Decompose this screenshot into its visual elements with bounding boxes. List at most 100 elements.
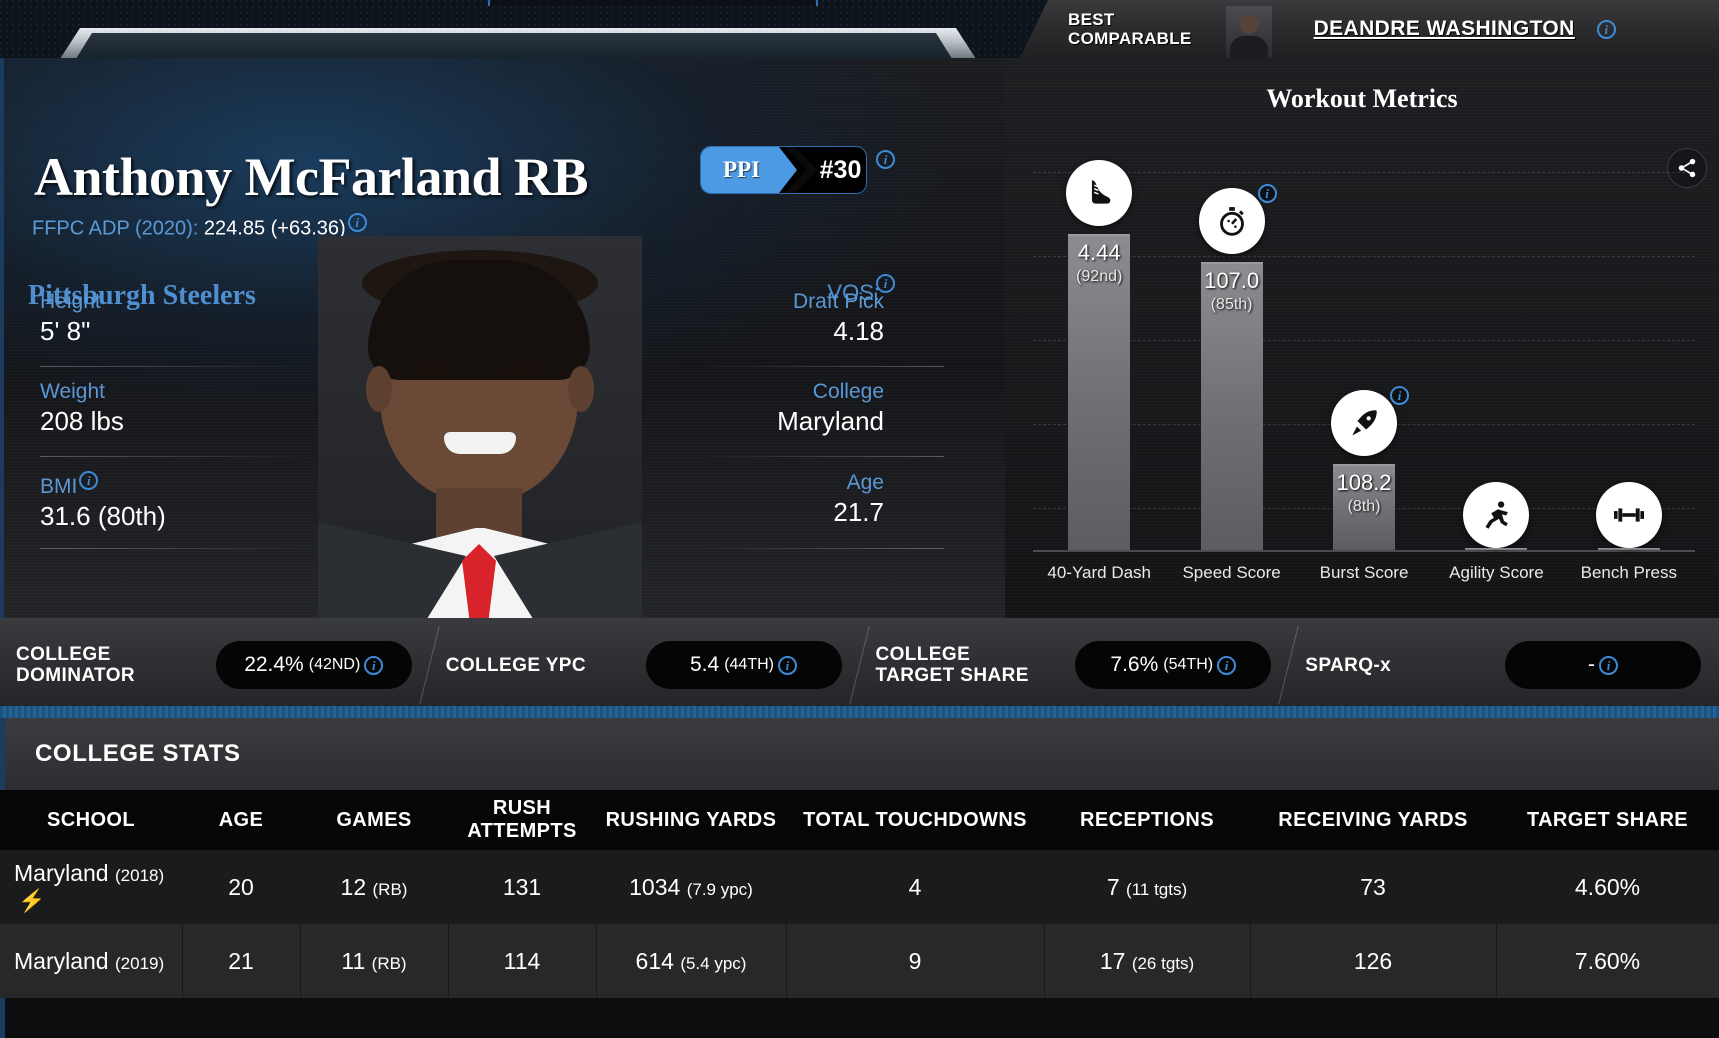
stat-label: Draft Pick [792, 290, 884, 313]
stat-label: Weight [40, 380, 105, 403]
cell-rush-attempts: 131 [448, 850, 597, 924]
bar-value: 4.44 [1077, 240, 1121, 265]
ppi-badge[interactable]: PPI #30 [701, 147, 866, 193]
stat-label: College [812, 380, 884, 403]
bar-column-40-yard-dash[interactable]: 4.44 (92nd) [1033, 150, 1165, 550]
col-total-touchdowns[interactable]: TOTAL TOUCHDOWNS [786, 790, 1044, 850]
col-target-share[interactable]: TARGET SHARE [1496, 790, 1719, 850]
metric-rank: (54TH) [1163, 656, 1214, 673]
info-icon[interactable]: i [1257, 184, 1277, 203]
blue-divider [0, 706, 1719, 718]
ppi-label-area: PPI [701, 147, 797, 193]
info-icon[interactable]: i [1599, 655, 1618, 675]
player-card: Anthony McFarland RB FFPC ADP (2020): 22… [0, 58, 1719, 618]
bar-column-speed-score[interactable]: i 107.0 (85th) [1165, 150, 1297, 550]
workout-metrics-chart: 4.44 (92nd) [1033, 150, 1695, 552]
info-icon[interactable]: i [777, 655, 797, 675]
stat-value: 4.18 [833, 316, 884, 346]
col-school[interactable]: SCHOOL [0, 790, 182, 850]
adp-label: FFPC ADP (2020): [32, 217, 199, 240]
comparable-player-link[interactable]: DEANDRE WASHINGTON [1313, 17, 1575, 40]
stat-label: BMI i [40, 471, 340, 499]
stat-weight: Weight 208 lbs [40, 380, 340, 437]
cell-games: 12 (RB) [300, 850, 449, 924]
metric-value: 7.6% [1110, 653, 1159, 676]
team-name[interactable]: Pittsburgh Steelers [28, 280, 256, 311]
barbell-icon [1595, 482, 1662, 548]
stat-label: Age [846, 471, 884, 494]
workout-metrics-pane: Workout Metrics [1005, 58, 1719, 618]
share-icon [1678, 158, 1696, 178]
col-age[interactable]: AGE [182, 790, 300, 850]
college-stats-table: SCHOOL AGE GAMES RUSH ATTEMPTS RUSHING Y… [0, 790, 1719, 998]
stat-bmi: BMI i 31.6 (80th) [40, 471, 340, 532]
metric-college-ypc[interactable]: COLLEGE YPC 5.4 (44TH) i [430, 618, 870, 712]
info-icon[interactable]: i [364, 655, 384, 675]
player-attributes: Height 5' 8" Draft Pick 4.18 Weight 208 … [4, 58, 1005, 618]
col-rush-attempts[interactable]: RUSH ATTEMPTS [448, 790, 596, 850]
col-receptions[interactable]: RECEPTIONS [1044, 790, 1250, 850]
card-bevel-inner [74, 33, 954, 62]
bar-value: 108.2 [1336, 470, 1392, 495]
bar-percentile: (8th) [1347, 498, 1381, 515]
x-label-speed-score: Speed Score [1182, 563, 1281, 582]
stat-label: Height [40, 290, 101, 313]
blue-tab-handle[interactable] [488, 0, 818, 6]
cell-receiving-yards: 126 [1250, 924, 1497, 998]
shoe-icon [1066, 160, 1133, 226]
info-icon[interactable]: i [79, 471, 99, 490]
rocket-icon: i [1331, 386, 1410, 456]
col-rushing-yards[interactable]: RUSHING YARDS [596, 790, 786, 850]
bar-column-bench-press[interactable] [1563, 150, 1695, 550]
cell-receiving-yards: 73 [1250, 850, 1497, 924]
stat-value: 5' 8" [40, 316, 91, 346]
cell-school: Maryland (2019) [0, 924, 183, 998]
bar-column-agility-score[interactable] [1430, 150, 1562, 550]
cell-games: 11 (RB) [300, 924, 449, 998]
stat-age: Age 21.7 [584, 471, 884, 528]
ppi-label: PPI [723, 157, 761, 182]
stat-value: 208 lbs [40, 406, 124, 436]
metric-sparq-x[interactable]: SPARQ-x - i [1289, 618, 1719, 712]
page-title: Anthony McFarland RB [34, 147, 589, 207]
ppi-rank-area: #30 [797, 156, 866, 185]
metric-value: 5.4 [690, 653, 720, 676]
stat-height: Height 5' 8" [40, 290, 340, 347]
college-stats-header: COLLEGE STATS [0, 718, 1719, 790]
info-icon[interactable]: i [1390, 386, 1410, 405]
cell-school: Maryland (2018) ⚡ [0, 850, 183, 924]
metric-pill[interactable]: 7.6% (54TH) i [1075, 641, 1272, 689]
cell-target-share: 4.60% [1496, 850, 1719, 924]
cell-rushing-yards: 1034 (7.9 ypc) [596, 850, 787, 924]
metric-pill[interactable]: - i [1505, 641, 1701, 689]
metric-pill[interactable]: 5.4 (44TH) i [645, 641, 842, 689]
cell-receptions: 7 (11 tgts) [1044, 850, 1251, 924]
info-icon[interactable]: i [876, 274, 895, 293]
chart-x-axis [1033, 550, 1695, 552]
metric-value: - [1588, 653, 1595, 676]
stat-college: College Maryland [584, 380, 884, 437]
bar-column-burst-score[interactable]: i 108.2 (8th) [1298, 150, 1430, 550]
metric-college-target-share[interactable]: COLLEGE TARGET SHARE 7.6% (54TH) i [860, 618, 1299, 712]
metric-pill[interactable]: 22.4% (42ND) i [215, 641, 412, 689]
adp-value: 224.85 (+63.36) [203, 217, 346, 240]
info-icon[interactable]: i [1217, 655, 1237, 675]
x-label-bench-press: Bench Press [1580, 563, 1678, 582]
metric-college-dominator[interactable]: COLLEGE DOMINATOR 22.4% (42ND) i [0, 618, 440, 712]
info-icon[interactable]: i [876, 150, 895, 169]
bolt-icon: ⚡ [18, 888, 46, 913]
col-receiving-yards[interactable]: RECEIVING YARDS [1250, 790, 1496, 850]
cell-target-share: 7.60% [1496, 924, 1719, 998]
info-icon[interactable]: i [347, 213, 367, 232]
best-comparable-banner[interactable]: BEST COMPARABLE DEANDRE WASHINGTON i [1020, 0, 1719, 58]
bar-burst-score: 108.2 (8th) [1333, 464, 1396, 550]
cell-age: 20 [182, 850, 301, 924]
info-icon[interactable]: i [1596, 19, 1616, 39]
chevron-right-icon [785, 147, 817, 193]
share-button[interactable] [1667, 148, 1707, 188]
college-stats-title: COLLEGE STATS [35, 740, 241, 767]
runner-icon [1463, 482, 1530, 548]
col-games[interactable]: GAMES [300, 790, 448, 850]
bar-percentile: (85th) [1210, 296, 1253, 313]
